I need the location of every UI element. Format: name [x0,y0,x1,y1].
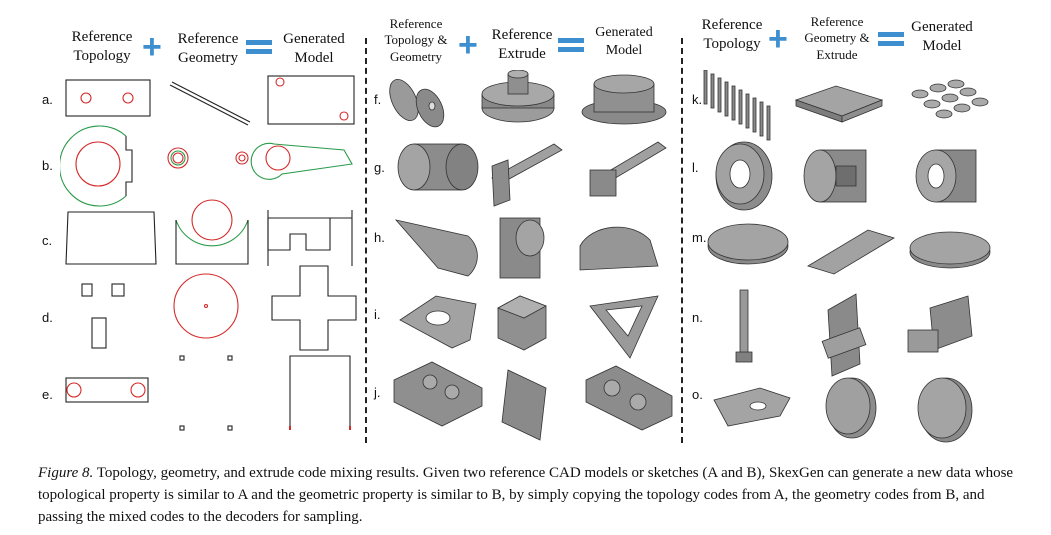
sketch-a-generated [267,75,355,125]
row-label-c: c. [42,233,53,248]
solid-i-extrude [497,295,547,351]
sketch-panel-figures [60,75,357,431]
row-label-a: a. [42,92,53,107]
solid-o-reference [713,387,791,427]
row-label-e: e. [42,387,53,402]
plus-operator-1: + [142,28,162,66]
header-reference-extrude-2: Reference Extrude [491,27,553,62]
row-label-j: j. [374,385,381,400]
solid-h-extrude [499,217,545,279]
solid-i-generated [589,295,659,359]
sketch-e-geometry [179,355,233,431]
row-label-l: l. [692,160,699,175]
solid-j-reference [393,361,483,427]
solid-j-extrude [501,369,547,441]
header-reference-topology-1: Reference Topology [71,29,133,64]
figure-caption-label: Figure 8. [38,465,94,481]
solid-n-reference [735,289,753,363]
panel-divider-1 [365,38,367,443]
solid-g-reference [397,143,479,191]
sketch-a-geometry [169,81,251,126]
equals-operator-1 [246,40,272,54]
row-label-f: f. [374,92,382,107]
solid-f-extrude [481,70,555,123]
figure-caption: Figure 8. Topology, geometry, and extrud… [38,462,1018,528]
header-generated-model-2: Generated Model [595,25,653,58]
row-label-d: d. [42,310,53,325]
header-reference-geometry-extrude-3: Reference Geometry & Extrude [804,14,870,62]
solid-o-geometry-extrude [825,377,877,439]
header-reference-topology-geometry-2: Reference Topology & Geometry [384,16,448,64]
solid-m-generated [909,231,991,269]
row-label-g: g. [374,160,385,175]
sketch-d-geometry [173,273,239,339]
solid-n-geometry-extrude [821,293,867,377]
sketch-c-generated [267,210,353,266]
row-label-i: i. [374,307,381,322]
solid-j-generated [585,365,673,431]
sketch-a-topology [65,79,151,117]
solid-l-geometry-extrude [803,149,867,203]
sketch-b-topology [60,125,133,207]
solid-l-generated [915,149,977,203]
extrude-panel-solids [389,70,673,441]
solid-k-geometry-extrude [794,85,884,123]
solid-i-reference [399,295,477,349]
topology-panel-solids [703,70,991,443]
solid-n-generated [907,295,973,353]
sketch-c-topology [65,211,157,265]
solid-f-generated [581,74,667,125]
solid-h-reference [394,219,478,277]
row-label-m: m. [692,230,707,245]
row-label-n: n. [692,310,703,325]
equals-operator-2 [558,38,584,52]
solid-k-generated [911,79,989,119]
solid-h-generated [579,226,659,271]
sketch-b-generated [250,142,353,180]
header-generated-model-3: Generated Model [911,19,973,54]
sketch-e-generated [289,355,351,430]
row-label-o: o. [692,387,703,402]
row-label-h: h. [374,230,385,245]
sketch-c-geometry [175,199,249,265]
solid-l-reference [715,141,773,211]
plus-operator-2: + [458,26,478,64]
row-label-b: b. [42,158,53,173]
sketch-e-topology [65,377,149,403]
sketch-d-generated [271,265,357,351]
solid-m-geometry-extrude [807,229,895,275]
sketch-d-topology [81,283,125,349]
plus-operator-3: + [768,20,788,58]
solid-g-extrude [491,143,563,207]
solid-o-generated [917,377,973,443]
header-generated-model-1: Generated Model [283,31,345,66]
solid-k-reference [703,70,771,141]
figure-caption-text: Topology, geometry, and extrude code mix… [38,465,1014,525]
sketch-b-geometry [167,147,249,169]
solid-g-generated [589,141,667,197]
equals-operator-3 [878,32,904,46]
header-reference-topology-3: Reference Topology [701,17,763,52]
header-reference-geometry-1: Reference Geometry [177,31,239,66]
panel-divider-2 [681,38,683,443]
solid-f-reference [389,79,445,128]
solid-m-reference [707,223,789,265]
row-label-k: k. [692,92,703,107]
